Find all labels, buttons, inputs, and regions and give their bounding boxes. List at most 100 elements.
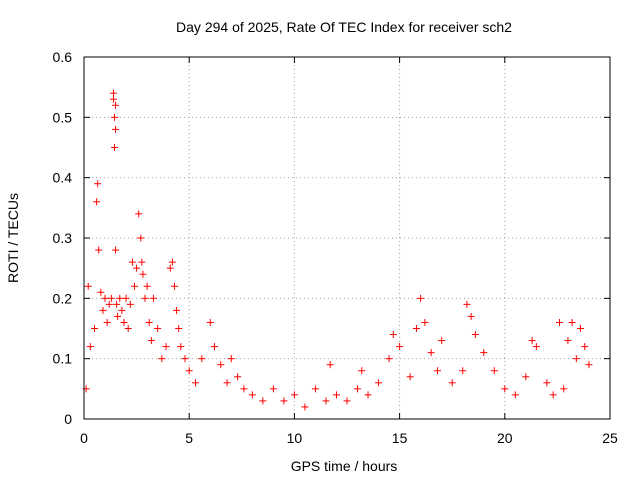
data-point (206, 318, 214, 326)
data-point (322, 397, 330, 405)
x-tick-label: 15 (392, 430, 408, 446)
data-point (234, 373, 242, 381)
data-point (170, 282, 178, 290)
data-point (223, 379, 231, 387)
data-point (463, 300, 471, 308)
data-point (162, 343, 170, 351)
data-point (103, 318, 111, 326)
data-point (560, 385, 568, 393)
data-point (97, 288, 105, 296)
y-tick-label: 0.6 (53, 49, 73, 65)
x-tick-label: 20 (497, 430, 513, 446)
data-point (528, 337, 536, 345)
data-point (438, 337, 446, 345)
data-point (467, 312, 475, 320)
data-point (166, 264, 174, 272)
data-point (198, 355, 206, 363)
data-point (511, 391, 519, 399)
data-point (581, 343, 589, 351)
data-point (217, 361, 225, 369)
data-point (406, 373, 414, 381)
data-point (543, 379, 551, 387)
data-point (385, 355, 393, 363)
data-point (175, 325, 183, 332)
data-point (154, 325, 162, 332)
data-point (290, 391, 298, 399)
data-point (185, 367, 193, 375)
x-tick-label: 10 (287, 430, 303, 446)
data-point (112, 101, 120, 109)
data-point (113, 300, 121, 308)
data-point (143, 282, 151, 290)
data-point (269, 385, 277, 393)
data-point (116, 294, 124, 302)
data-point (84, 282, 92, 290)
data-point (91, 325, 99, 332)
data-point (120, 318, 128, 326)
data-point (417, 294, 425, 302)
data-point (343, 397, 351, 405)
data-point (427, 349, 435, 357)
data-point (326, 361, 334, 369)
y-tick-label: 0 (64, 411, 72, 427)
data-point (358, 367, 366, 375)
data-point (101, 294, 109, 302)
data-point (173, 306, 181, 314)
data-point (114, 312, 122, 320)
data-point (522, 373, 530, 381)
data-point (280, 397, 288, 405)
data-point (240, 385, 248, 393)
data-point (94, 180, 102, 188)
data-point (556, 318, 564, 326)
data-point (112, 246, 120, 254)
data-point (112, 125, 120, 133)
data-point (147, 337, 155, 345)
data-point (375, 379, 383, 387)
data-point (145, 318, 153, 326)
data-point (137, 234, 145, 242)
data-point (158, 355, 166, 363)
data-point (412, 325, 420, 332)
data-point (111, 144, 119, 151)
plot-frame (83, 56, 611, 420)
data-point (128, 258, 136, 266)
data-point (585, 361, 593, 369)
data-point (192, 379, 200, 387)
data-point (471, 331, 479, 339)
data-point (109, 89, 117, 97)
data-point (210, 343, 218, 351)
y-tick-label: 0.3 (53, 230, 73, 246)
data-point (568, 318, 576, 326)
data-point (168, 258, 176, 266)
data-point (459, 367, 467, 375)
data-point (448, 379, 456, 387)
data-point (572, 355, 580, 363)
data-point (118, 306, 126, 314)
data-point (549, 391, 557, 399)
data-point (86, 343, 94, 351)
x-tick-label: 25 (602, 430, 618, 446)
data-point (364, 391, 372, 399)
data-point (133, 264, 141, 272)
data-point (109, 95, 117, 103)
data-points (82, 89, 593, 411)
y-tick-label: 0.5 (53, 109, 73, 125)
data-point (433, 367, 441, 375)
data-point (181, 355, 189, 363)
data-point (421, 318, 429, 326)
data-point (95, 246, 103, 254)
data-point (122, 294, 130, 302)
data-point (248, 391, 256, 399)
data-point (105, 300, 113, 308)
data-point (138, 258, 146, 266)
data-point (577, 325, 585, 332)
data-point (501, 385, 509, 393)
data-point (177, 343, 185, 351)
data-point (396, 343, 404, 351)
data-point (490, 367, 498, 375)
chart-title: Day 294 of 2025, Rate Of TEC Index for r… (176, 19, 512, 35)
y-axis-label: ROTI / TECUs (5, 193, 21, 283)
y-tick-label: 0.2 (53, 290, 73, 306)
data-point (354, 385, 362, 393)
data-point (532, 343, 540, 351)
